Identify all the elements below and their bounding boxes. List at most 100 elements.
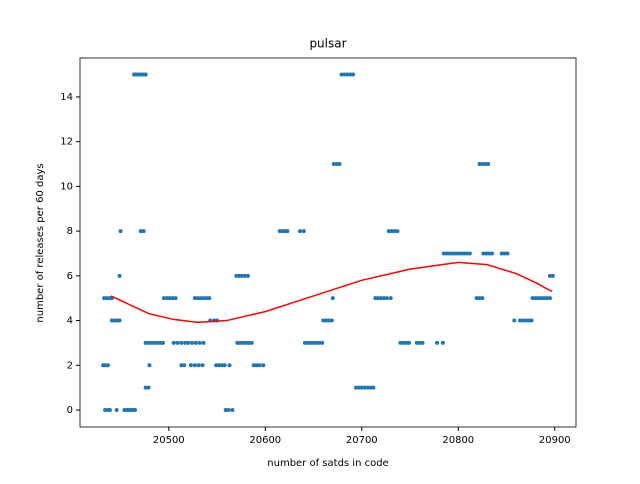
point	[441, 251, 446, 256]
point	[368, 385, 373, 390]
point	[483, 162, 488, 167]
x-tick-label: 20900	[539, 435, 571, 446]
point	[117, 318, 122, 323]
point	[240, 273, 245, 278]
point	[440, 340, 445, 345]
point	[118, 229, 123, 234]
x-tick-label: 20500	[153, 435, 185, 446]
point	[530, 296, 535, 301]
point	[243, 273, 248, 278]
point	[420, 340, 425, 345]
point	[474, 296, 479, 301]
plot-frame	[79, 57, 577, 428]
point	[526, 318, 531, 323]
point	[484, 251, 489, 256]
point	[193, 340, 198, 345]
point	[487, 251, 492, 256]
point	[353, 385, 358, 390]
point	[392, 229, 397, 234]
point	[219, 363, 224, 368]
point	[539, 296, 544, 301]
point	[339, 72, 344, 77]
point	[547, 296, 552, 301]
y-axis-label: number of releases per 60 days	[35, 163, 46, 322]
point	[152, 340, 157, 345]
point	[285, 229, 290, 234]
point	[254, 363, 259, 368]
point	[179, 363, 184, 368]
point	[447, 251, 452, 256]
point	[450, 251, 455, 256]
y-tick-label: 14	[60, 92, 73, 103]
point	[216, 363, 221, 368]
point	[227, 363, 232, 368]
point	[243, 340, 248, 345]
point	[188, 363, 193, 368]
point	[359, 385, 364, 390]
point	[189, 340, 194, 345]
point	[529, 318, 534, 323]
point	[320, 340, 325, 345]
point	[249, 340, 254, 345]
y-tick-label: 2	[67, 360, 73, 371]
point	[183, 340, 188, 345]
point	[362, 385, 367, 390]
point	[435, 340, 440, 345]
point	[138, 229, 143, 234]
point	[214, 363, 219, 368]
point	[226, 408, 231, 413]
point	[481, 251, 486, 256]
point	[230, 408, 235, 413]
point	[388, 296, 393, 301]
point	[520, 318, 525, 323]
point	[502, 251, 507, 256]
point	[103, 408, 108, 413]
point	[417, 340, 422, 345]
point	[186, 340, 191, 345]
x-tick-label: 20700	[346, 435, 378, 446]
point	[146, 385, 151, 390]
point	[105, 363, 110, 368]
point	[326, 318, 331, 323]
point	[371, 385, 376, 390]
point	[122, 408, 127, 413]
point	[459, 251, 464, 256]
point	[453, 251, 458, 256]
point	[401, 340, 406, 345]
point	[167, 296, 172, 301]
point	[550, 273, 555, 278]
point	[301, 229, 306, 234]
point	[160, 340, 165, 345]
point	[404, 340, 409, 345]
point	[143, 72, 148, 77]
point	[196, 363, 201, 368]
point	[112, 318, 117, 323]
point	[201, 296, 206, 301]
point	[395, 229, 400, 234]
point	[480, 162, 485, 167]
point	[348, 72, 353, 77]
point	[518, 318, 523, 323]
point	[155, 340, 160, 345]
point	[105, 296, 110, 301]
point	[373, 296, 378, 301]
point	[161, 296, 166, 301]
point	[114, 408, 119, 413]
point	[192, 363, 197, 368]
point	[330, 296, 335, 301]
point	[171, 340, 176, 345]
point	[158, 340, 163, 345]
point	[334, 162, 339, 167]
point	[164, 296, 169, 301]
point	[234, 273, 239, 278]
point	[179, 340, 184, 345]
point	[477, 296, 482, 301]
point	[499, 251, 504, 256]
point	[277, 229, 282, 234]
y-tick-label: 10	[60, 181, 73, 192]
point	[146, 340, 151, 345]
point	[280, 229, 285, 234]
point	[351, 72, 356, 77]
